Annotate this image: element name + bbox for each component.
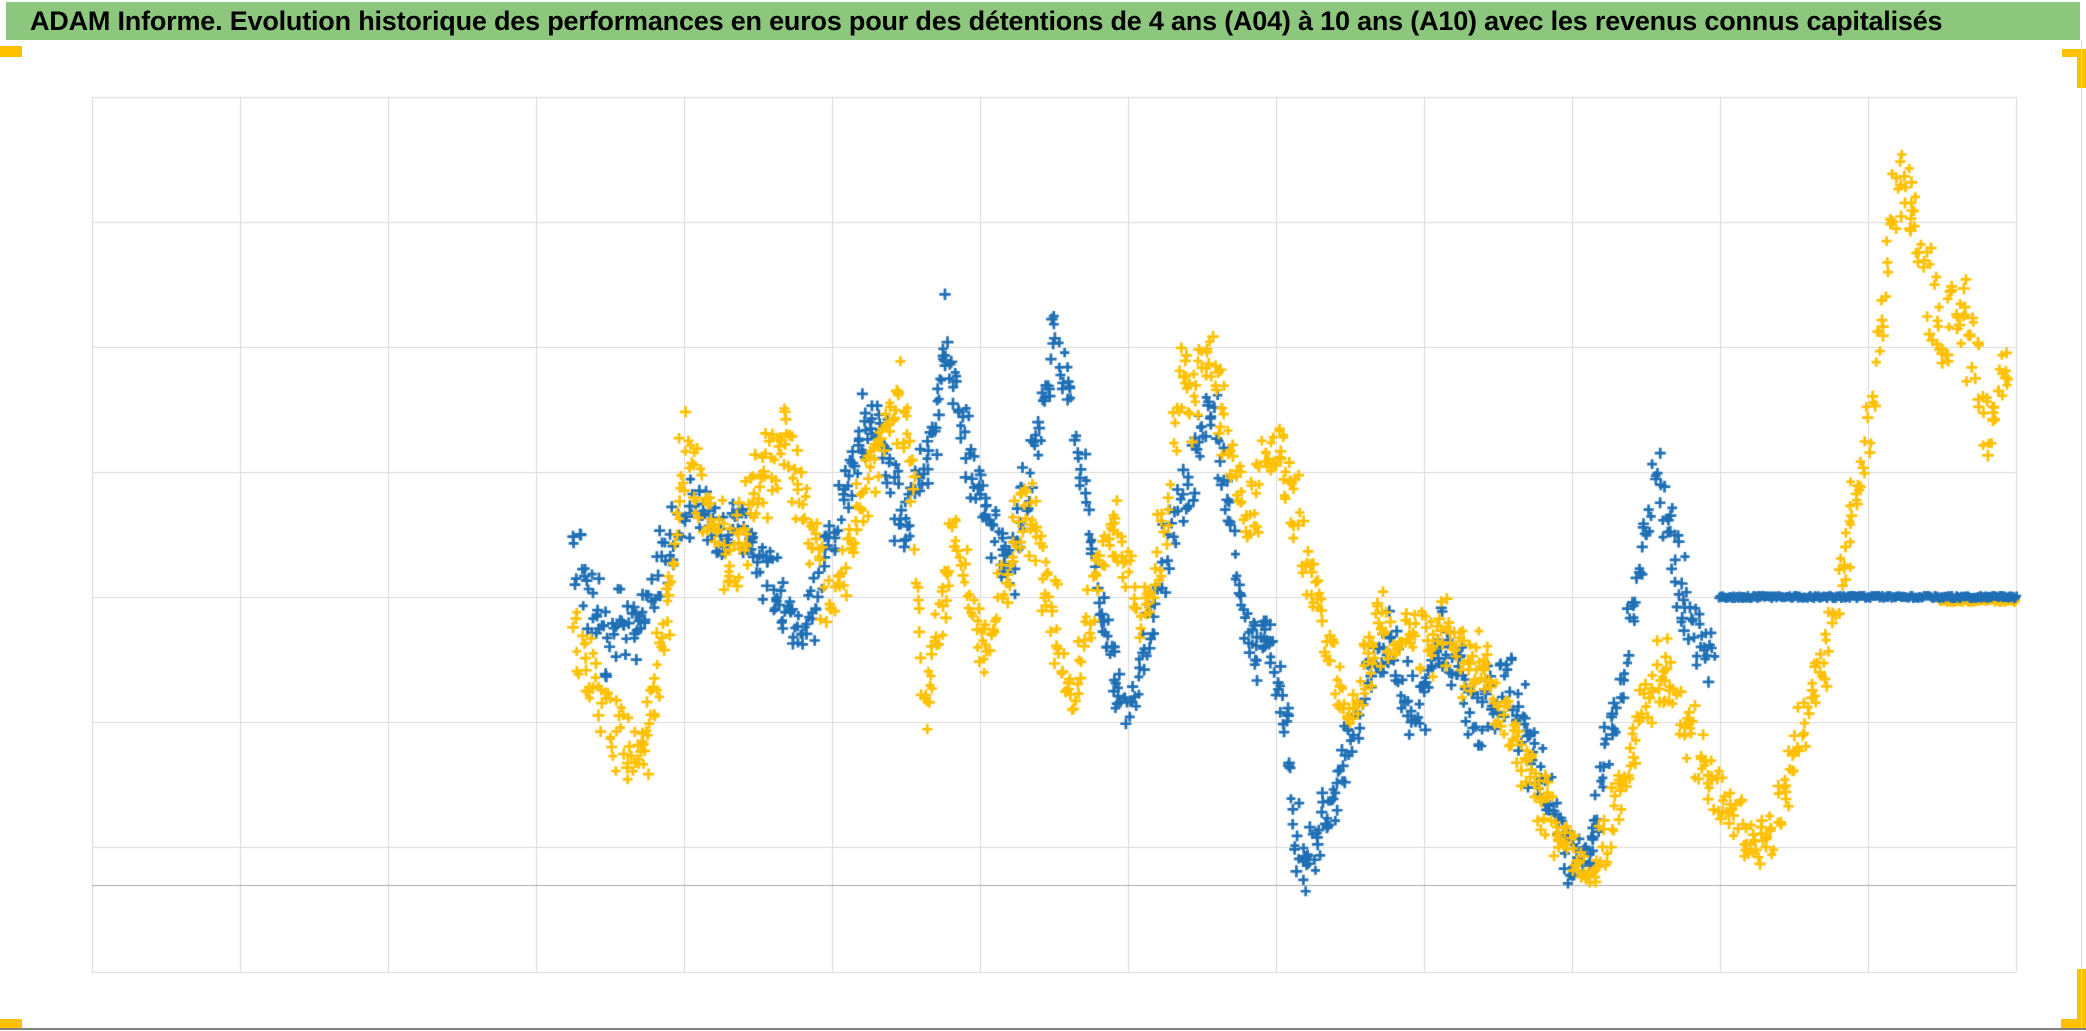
bottom-rule [0,1028,2086,1030]
